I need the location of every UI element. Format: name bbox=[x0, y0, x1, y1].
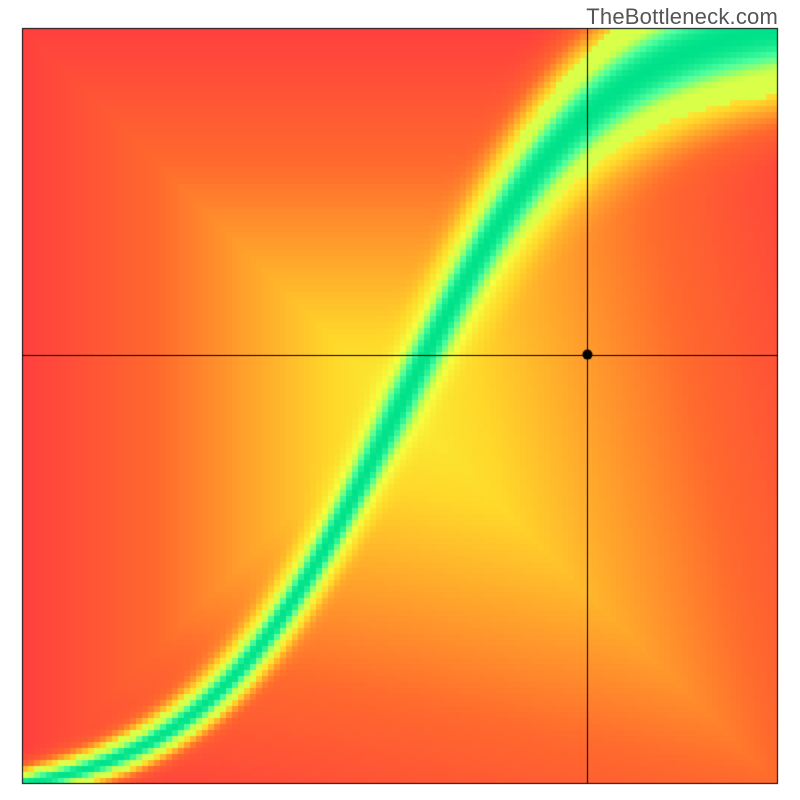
watermark-label: TheBottleneck.com bbox=[586, 4, 778, 30]
chart-container: TheBottleneck.com bbox=[0, 0, 800, 800]
bottleneck-heatmap bbox=[0, 0, 800, 800]
